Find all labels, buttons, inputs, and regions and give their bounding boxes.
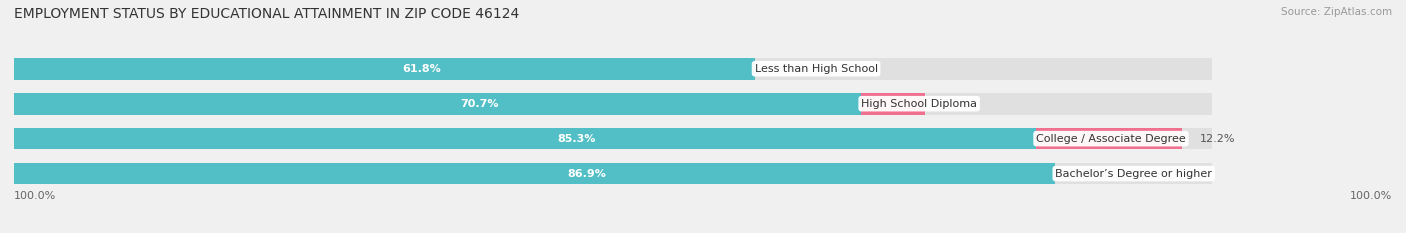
Bar bbox=[14, 163, 1212, 185]
Text: 85.3%: 85.3% bbox=[557, 134, 595, 144]
Text: EMPLOYMENT STATUS BY EDUCATIONAL ATTAINMENT IN ZIP CODE 46124: EMPLOYMENT STATUS BY EDUCATIONAL ATTAINM… bbox=[14, 7, 519, 21]
Text: 86.9%: 86.9% bbox=[567, 169, 606, 178]
Bar bbox=[14, 93, 1212, 115]
Text: 100.0%: 100.0% bbox=[1350, 191, 1392, 201]
Text: 100.0%: 100.0% bbox=[14, 191, 56, 201]
Bar bbox=[14, 58, 755, 80]
Bar bbox=[14, 58, 1212, 80]
Text: College / Associate Degree: College / Associate Degree bbox=[1036, 134, 1185, 144]
Text: 70.7%: 70.7% bbox=[461, 99, 499, 109]
Text: Bachelor’s Degree or higher: Bachelor’s Degree or higher bbox=[1056, 169, 1212, 178]
Text: 61.8%: 61.8% bbox=[402, 64, 440, 74]
Text: 0.0%: 0.0% bbox=[1073, 169, 1101, 178]
Bar bbox=[860, 93, 925, 115]
Text: Source: ZipAtlas.com: Source: ZipAtlas.com bbox=[1281, 7, 1392, 17]
Text: 12.2%: 12.2% bbox=[1201, 134, 1236, 144]
Text: 0.0%: 0.0% bbox=[772, 64, 801, 74]
Bar bbox=[14, 128, 1036, 150]
Bar bbox=[14, 163, 1056, 185]
Bar bbox=[14, 93, 860, 115]
Text: High School Diploma: High School Diploma bbox=[860, 99, 977, 109]
Bar bbox=[1036, 128, 1182, 150]
Bar bbox=[14, 128, 1212, 150]
Text: 5.3%: 5.3% bbox=[942, 99, 972, 109]
Text: Less than High School: Less than High School bbox=[755, 64, 877, 74]
